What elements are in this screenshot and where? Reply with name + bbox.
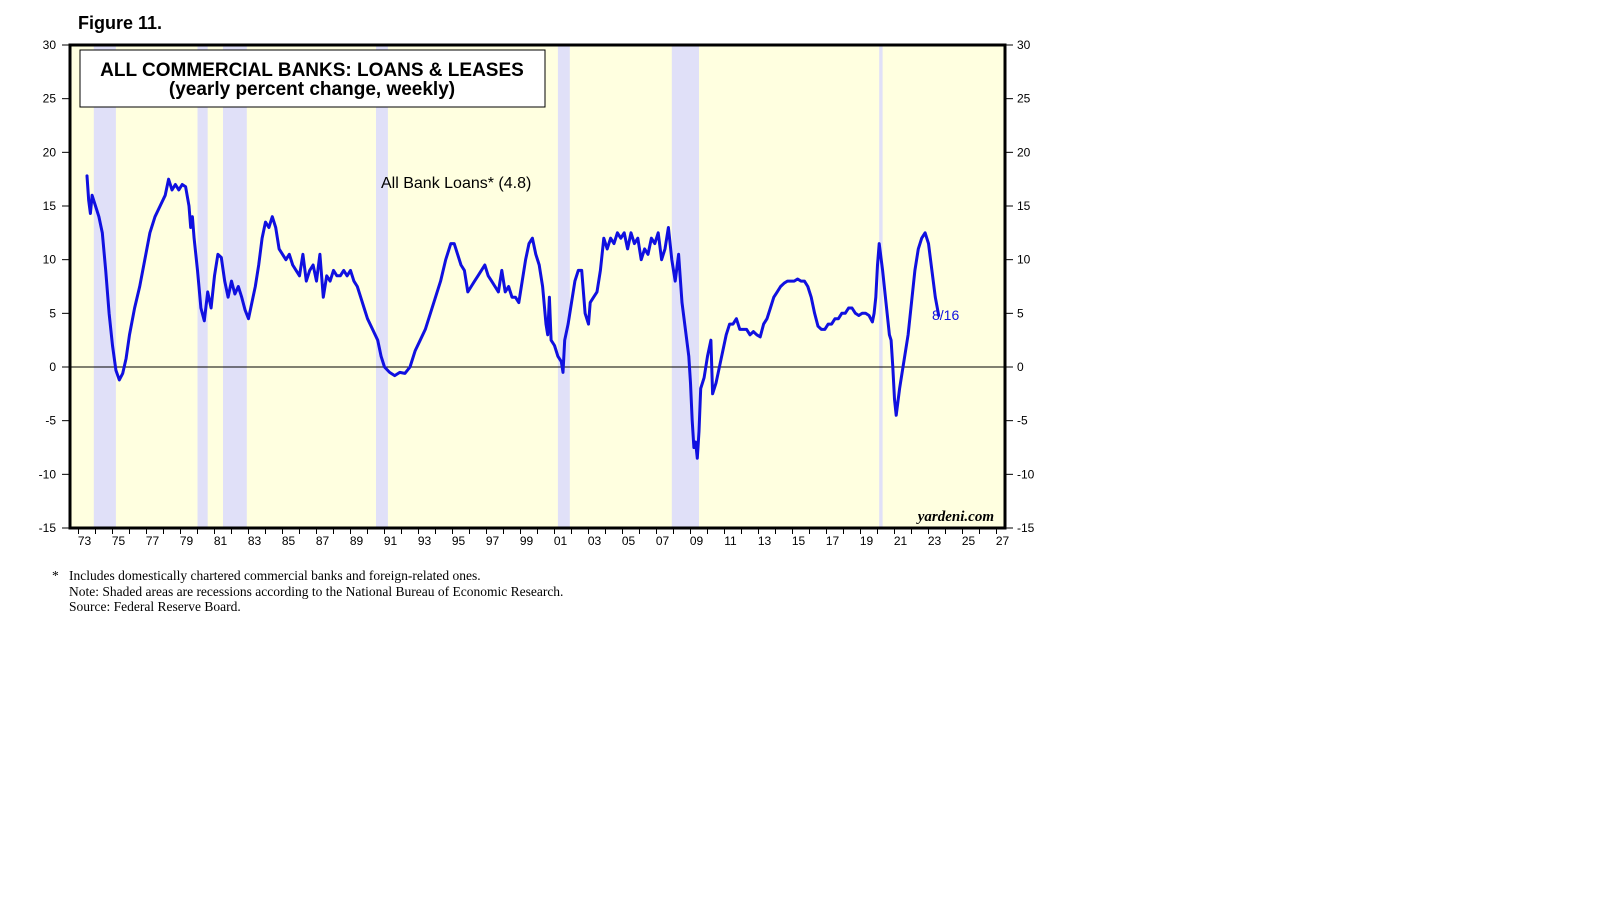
x-tick-label: 93 [418, 534, 432, 548]
recession-band [223, 45, 247, 528]
chart: 30 25 20 15 10 5 0 -5 -10 -15 30 25 20 15 10 5 0 -5 -10 -1… [39, 38, 1035, 548]
x-tick-label: 97 [486, 534, 500, 548]
footnote-row-1: * Includes domestically chartered commerc… [52, 568, 563, 584]
x-tick-label: 11 [724, 534, 737, 548]
y-tick-label-left: 25 [43, 92, 57, 106]
end-label: 8/16 [932, 307, 959, 323]
y-tick-label-left: 0 [49, 360, 56, 374]
x-tick-label: 05 [622, 534, 636, 548]
x-tick-label: 85 [282, 534, 296, 548]
x-tick-label: 95 [452, 534, 466, 548]
y-tick-label-right: -10 [1017, 467, 1035, 481]
footnote-line-3: Source: Federal Reserve Board. [69, 599, 241, 614]
plot-background [70, 45, 1005, 528]
footnotes: * Includes domestically chartered commerc… [52, 568, 563, 615]
footnote-row-2: Note: Shaded areas are recessions accord… [52, 584, 563, 600]
y-tick-label-left: -10 [39, 467, 57, 481]
x-tick-label: 99 [520, 534, 534, 548]
recession-band [557, 45, 570, 528]
footnote-line-2: Note: Shaded areas are recessions accord… [69, 583, 564, 599]
recession-band [93, 45, 116, 528]
x-tick-label: 91 [384, 534, 398, 548]
x-tick-label: 21 [894, 534, 908, 548]
recession-band [197, 45, 208, 528]
y-tick-label-right: 25 [1017, 92, 1031, 106]
y-tick-label-right: 20 [1017, 145, 1031, 159]
y-tick-label-left: -5 [45, 414, 56, 428]
y-tick-label-right: 5 [1017, 306, 1024, 320]
x-tick-label: 89 [350, 534, 364, 548]
y-tick-label-left: 20 [43, 145, 57, 159]
footnote-line-1: Includes domestically chartered commerci… [69, 568, 481, 583]
x-tick-label: 83 [248, 534, 262, 548]
y-tick-label-left: -15 [39, 521, 57, 535]
y-tick-label-right: 15 [1017, 199, 1031, 213]
series-line-all-bank-loans [85, 174, 941, 460]
footnote-star: * [52, 568, 59, 583]
y-tick-label-left: 10 [43, 253, 57, 267]
x-tick-label: 03 [588, 534, 602, 548]
x-tick-label: 27 [996, 534, 1010, 548]
y-tick-label-left: 5 [49, 306, 56, 320]
recession-band [879, 45, 883, 528]
x-tick-label: 87 [316, 534, 330, 548]
x-tick-label: 79 [180, 534, 194, 548]
chart-subtitle: (yearly percent change, weekly) [169, 79, 455, 100]
x-tick-label: 77 [146, 534, 160, 548]
watermark: yardeni.com [916, 509, 994, 525]
x-axis: 73 75 77 79 81 83 85 87 89 91 93 95 97 99 01 03 05 07 09 11… [78, 528, 1010, 548]
y-tick-label-right: 0 [1017, 360, 1024, 374]
x-tick-label: 73 [78, 534, 92, 548]
recession-bands [93, 45, 883, 528]
recession-band [671, 45, 699, 528]
x-tick-label: 81 [214, 534, 228, 548]
y-axis-right: 30 25 20 15 10 5 0 -5 -10 -15 [1005, 38, 1035, 535]
x-tick-label: 07 [656, 534, 670, 548]
x-tick-label: 75 [112, 534, 126, 548]
y-axis-left: 30 25 20 15 10 5 0 -5 -10 -15 [39, 38, 70, 535]
x-tick-label: 23 [928, 534, 942, 548]
figure-label: Figure 11. [78, 13, 163, 33]
y-tick-label-left: 15 [43, 199, 57, 213]
x-tick-label: 17 [826, 534, 840, 548]
x-tick-label: 13 [758, 534, 772, 548]
series-label: All Bank Loans* (4.8) [381, 175, 531, 192]
chart-title: ALL COMMERCIAL BANKS: LOANS & LEASES [100, 60, 524, 81]
title-box [79, 49, 546, 108]
y-tick-label-right: -15 [1017, 521, 1035, 535]
x-tick-label: 25 [962, 534, 976, 548]
x-tick-label: 09 [690, 534, 704, 548]
x-tick-label: 15 [792, 534, 806, 548]
y-tick-label-right: 10 [1017, 253, 1031, 267]
y-tick-label-right: -5 [1017, 414, 1028, 428]
x-tick-label: 01 [554, 534, 568, 548]
footnote-row-3: Source: Federal Reserve Board. [52, 599, 563, 615]
x-tick-label: 19 [860, 534, 874, 548]
y-tick-label-right: 30 [1017, 38, 1031, 52]
recession-band [376, 45, 388, 528]
y-tick-label-left: 30 [43, 38, 57, 52]
